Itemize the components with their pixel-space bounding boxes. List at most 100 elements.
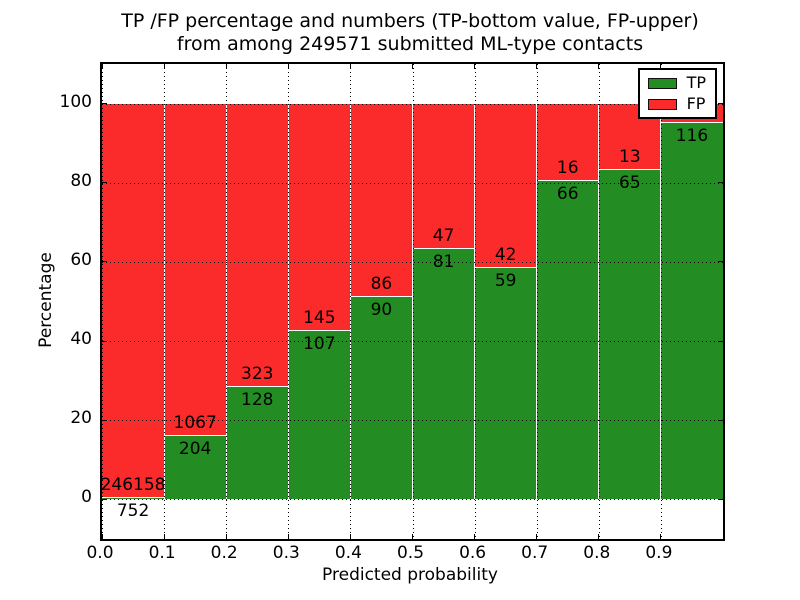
bar-boundary-line xyxy=(288,330,351,332)
y-tick xyxy=(102,103,107,105)
x-tick-label: 0.5 xyxy=(396,543,425,563)
bar-label-tp: 65 xyxy=(619,172,641,193)
bar-segment-fp xyxy=(536,103,599,181)
gridline-horizontal xyxy=(102,420,723,422)
x-tick xyxy=(101,534,103,539)
bar-label-tp: 66 xyxy=(556,183,579,204)
bar-label-tp: 81 xyxy=(432,251,455,272)
x-tick xyxy=(412,534,413,539)
bar-label-tp: 59 xyxy=(494,271,517,292)
x-tick xyxy=(163,534,165,539)
legend-label-tp: TP xyxy=(686,73,706,92)
bar-segment-tp xyxy=(474,268,537,500)
legend: TP FP xyxy=(637,68,717,119)
legend-swatch-fp xyxy=(647,98,677,110)
y-tick-right xyxy=(718,182,723,184)
x-tick-top xyxy=(163,64,165,69)
y-tick-label: 80 xyxy=(70,170,92,191)
bar-label-tp: 116 xyxy=(675,126,709,147)
chart-title-line2: from among 249571 submitted ML-type cont… xyxy=(176,33,644,55)
bar-segment-tp xyxy=(412,248,475,500)
gridline-vertical xyxy=(102,64,103,539)
bar-label-fp: 86 xyxy=(370,273,393,294)
x-tick-top xyxy=(349,64,351,69)
x-axis-label: Predicted probability xyxy=(322,565,498,585)
y-tick xyxy=(102,261,107,263)
y-tick-right xyxy=(718,103,723,105)
gridline-vertical xyxy=(660,64,662,539)
bar-label-fp: 16 xyxy=(556,157,579,178)
bar-boundary-line xyxy=(226,386,289,388)
y-tick-label: 20 xyxy=(70,408,92,429)
gridline-vertical xyxy=(474,64,476,539)
bar-label-tp: 107 xyxy=(303,334,336,355)
gridline-vertical xyxy=(598,64,600,539)
x-tick-label: 0.1 xyxy=(148,543,176,563)
bar-label-fp: 42 xyxy=(494,245,517,266)
bar-segment-tp xyxy=(164,435,227,500)
bar-boundary-line xyxy=(102,497,165,499)
bar-segment-fp xyxy=(164,103,227,436)
x-tick-top xyxy=(101,64,103,69)
gridline-horizontal xyxy=(102,103,723,105)
legend-swatch-tp xyxy=(647,77,677,89)
bar-label-fp: 13 xyxy=(619,146,641,167)
x-tick xyxy=(598,534,600,539)
x-tick-top xyxy=(536,64,538,69)
x-tick-label: 0.2 xyxy=(210,543,238,563)
gridline-vertical xyxy=(350,64,352,539)
legend-item: TP xyxy=(647,73,706,92)
gridline-vertical xyxy=(536,64,538,539)
x-tick xyxy=(287,534,289,539)
y-tick-label: 100 xyxy=(59,91,92,112)
gridline-vertical xyxy=(288,64,290,539)
x-tick-top xyxy=(598,64,600,69)
gridline-vertical xyxy=(412,64,414,539)
bar-label-tp: 204 xyxy=(178,438,212,459)
y-tick-right xyxy=(718,498,723,500)
bar-segment-tp xyxy=(288,331,351,500)
bar-label-tp: 128 xyxy=(241,390,274,411)
x-tick xyxy=(536,534,538,539)
bar-segment-fp xyxy=(412,103,475,249)
y-tick xyxy=(102,182,107,184)
x-tick-label: 0.8 xyxy=(583,543,611,563)
y-tick-label: 0 xyxy=(81,487,92,508)
bar-segment-tp xyxy=(350,296,413,500)
chart-title-line1: TP /FP percentage and numbers (TP-bottom… xyxy=(121,10,699,32)
x-tick-top xyxy=(660,64,662,69)
y-tick-right xyxy=(718,340,723,342)
gridline-horizontal xyxy=(102,261,723,263)
bar-segment-fp xyxy=(102,103,165,499)
x-tick xyxy=(225,534,227,539)
bar-boundary-line xyxy=(660,122,723,124)
bar-label-tp: 752 xyxy=(116,501,150,522)
bar-boundary-line xyxy=(598,168,661,170)
bar-segment-tp xyxy=(660,123,723,500)
x-tick-label: 0.7 xyxy=(521,543,549,563)
bar-boundary-line xyxy=(350,295,413,297)
gridline-horizontal xyxy=(102,341,723,343)
bar-segment-tp xyxy=(226,387,289,500)
legend-item: FP xyxy=(647,96,706,112)
chart-title: TP /FP percentage and numbers (TP-bottom… xyxy=(121,10,699,56)
x-tick xyxy=(660,534,662,539)
y-tick-label: 40 xyxy=(70,329,92,350)
gridline-horizontal xyxy=(102,182,723,184)
bar-label-tp: 90 xyxy=(370,299,393,320)
bar-label-fp: 47 xyxy=(432,225,455,246)
bar-segment-fp xyxy=(350,103,413,297)
y-tick xyxy=(102,419,107,421)
x-tick-label: 0.4 xyxy=(334,543,362,563)
bar-segment-fp xyxy=(474,103,537,269)
plot-area: TP FP 246158 752 1067 204 323 128 145 107 86 90 47 8… xyxy=(100,62,725,541)
bar-boundary-line xyxy=(536,179,599,181)
gridline-vertical xyxy=(164,64,166,539)
y-tick-right xyxy=(718,419,723,421)
y-tick-label: 60 xyxy=(70,249,92,270)
x-tick-top xyxy=(474,64,476,69)
bar-segment-tp xyxy=(536,180,599,500)
bar-segment-tp xyxy=(598,169,661,500)
x-tick-top xyxy=(225,64,227,69)
